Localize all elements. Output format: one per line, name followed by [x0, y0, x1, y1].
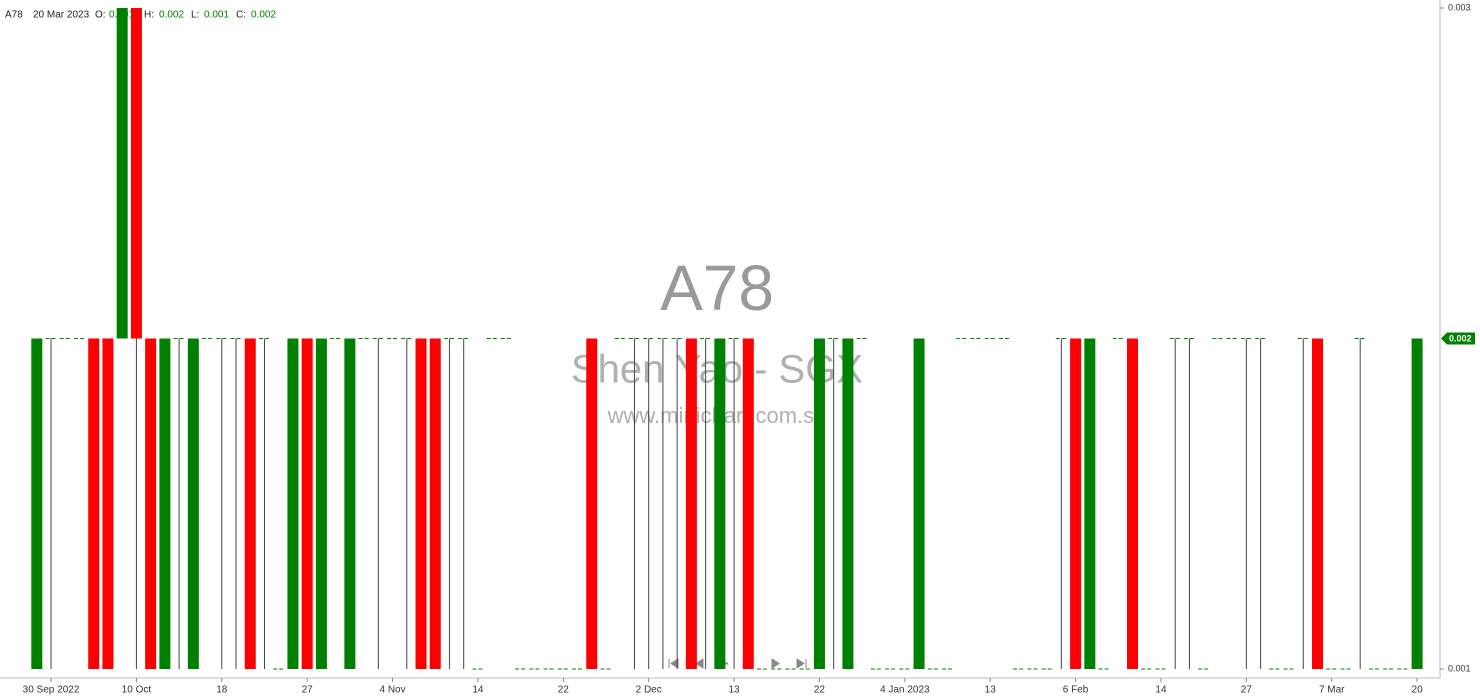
x-tick-label: 4 Jan 2023	[880, 685, 930, 696]
candle-body	[1127, 338, 1139, 669]
x-tick-label: 4 Nov	[379, 685, 405, 696]
x-tick-label: 7 Mar	[1319, 685, 1345, 696]
candle-body	[31, 338, 43, 669]
nav-last[interactable]	[796, 658, 807, 669]
header-label: H:	[144, 10, 154, 21]
x-tick-label: 2 Dec	[636, 685, 662, 696]
x-tick-label: 18	[216, 685, 228, 696]
candle-body	[145, 338, 157, 669]
candle-body	[287, 338, 299, 669]
x-tick-label: 14	[1155, 685, 1167, 696]
x-tick-label: 20	[1412, 685, 1424, 696]
header-symbol: A78	[5, 10, 23, 21]
header-label: O:	[95, 10, 106, 21]
candle-body	[813, 338, 825, 669]
watermark-code: A78	[660, 252, 774, 324]
candle-body	[415, 338, 427, 669]
x-tick-label: 14	[472, 685, 484, 696]
x-tick-label: 10 Oct	[122, 685, 152, 696]
candle-body	[102, 338, 114, 669]
candle-body	[88, 338, 100, 669]
ohlc-header: A78 20 Mar 2023 O: 0.001 H: 0.002 L: 0.001 C: 0…	[5, 10, 276, 21]
nav-first[interactable]	[668, 658, 679, 669]
candle-body	[685, 338, 697, 669]
nav-forward[interactable]	[771, 658, 780, 669]
header-label: L:	[191, 10, 199, 21]
x-tick-label: 22	[558, 685, 570, 696]
candles	[31, 8, 1423, 670]
candle-body	[244, 338, 256, 669]
header-value: 0.002	[251, 10, 276, 21]
header-value: 0.001	[109, 10, 134, 21]
candle-body	[714, 338, 726, 669]
candle-body	[187, 338, 199, 669]
x-tick-label: 13	[985, 685, 997, 696]
header-label: C:	[236, 10, 246, 21]
header-date: 20 Mar 2023	[33, 10, 90, 21]
candle-body	[1084, 338, 1096, 669]
header-value: 0.001	[204, 10, 229, 21]
candle-body	[1070, 338, 1082, 669]
nav-back[interactable]	[695, 658, 704, 669]
last-price-tag	[1441, 332, 1475, 345]
y-tick-label: 0.003	[1448, 2, 1471, 12]
candle-body	[913, 338, 925, 669]
candle-body	[301, 338, 313, 669]
y-tick-label: 0.001	[1448, 663, 1471, 673]
header-value: 0.002	[159, 10, 184, 21]
candle-body	[116, 8, 128, 339]
candle-body	[130, 8, 142, 339]
x-tick-label: 30 Sep 2022	[23, 685, 80, 696]
candle-body	[1411, 338, 1423, 669]
x-tick-label: 13	[729, 685, 741, 696]
candle-body	[344, 338, 356, 669]
candle-body	[742, 338, 754, 669]
x-tick-label: 27	[1241, 685, 1253, 696]
x-tick-label: 22	[814, 685, 826, 696]
x-tick-label: 6 Feb	[1063, 685, 1089, 696]
candle-body	[1312, 338, 1323, 669]
last-price-label: 0.002	[1449, 333, 1472, 343]
candle-body	[842, 338, 854, 669]
candle-body	[586, 338, 598, 669]
candle-body	[159, 338, 171, 669]
candle-body	[315, 338, 327, 669]
x-tick-label: 27	[302, 685, 314, 696]
candle-body	[429, 338, 441, 669]
